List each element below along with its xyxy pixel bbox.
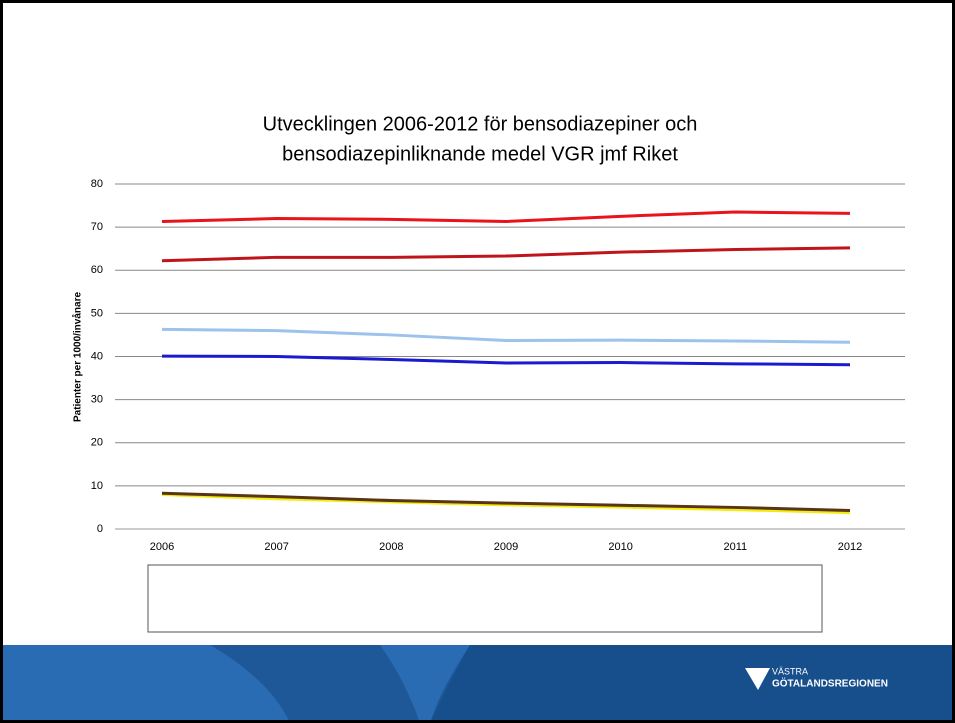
footer-shape (430, 645, 955, 723)
legend (147, 564, 823, 633)
x-tick-label: 2011 (724, 541, 748, 553)
logo-text: VÄSTRA (772, 666, 808, 676)
logo-text: GÖTALANDSREGIONEN (772, 677, 888, 690)
footer-shape (380, 645, 470, 723)
footer-shape (0, 645, 290, 723)
footer-band: VÄSTRA GÖTALANDSREGIONEN (0, 645, 955, 723)
y-tick-label: 40 (91, 350, 103, 362)
logo-mark (745, 668, 770, 690)
y-tick-label: 70 (91, 221, 103, 233)
series-line (161, 493, 851, 515)
series-line (161, 327, 851, 344)
x-tick-label: 2009 (494, 541, 518, 553)
y-axis-label: Patienter per 1000/invånare (72, 292, 84, 423)
x-tick-label: 2006 (150, 541, 174, 553)
series-line (161, 246, 851, 263)
x-tick-label: 2010 (608, 541, 632, 553)
x-tick-label: 2007 (264, 541, 288, 553)
chart-title: Utvecklingen 2006-2012 för bensodiazepin… (263, 113, 698, 135)
x-tick-label: 2008 (379, 541, 403, 553)
y-tick-label: 80 (91, 178, 103, 190)
y-tick-label: 60 (91, 264, 103, 276)
series-line (161, 210, 851, 224)
chart-title: bensodiazepinliknande medel VGR jmf Rike… (282, 143, 678, 165)
y-tick-label: 30 (91, 394, 103, 406)
x-tick-label: 2012 (838, 541, 862, 553)
series-line (161, 354, 851, 367)
y-tick-label: 10 (91, 480, 103, 492)
y-tick-label: 50 (91, 307, 103, 319)
y-tick-label: 20 (91, 437, 103, 449)
y-tick-label: 0 (97, 523, 103, 535)
series-line (161, 491, 851, 512)
